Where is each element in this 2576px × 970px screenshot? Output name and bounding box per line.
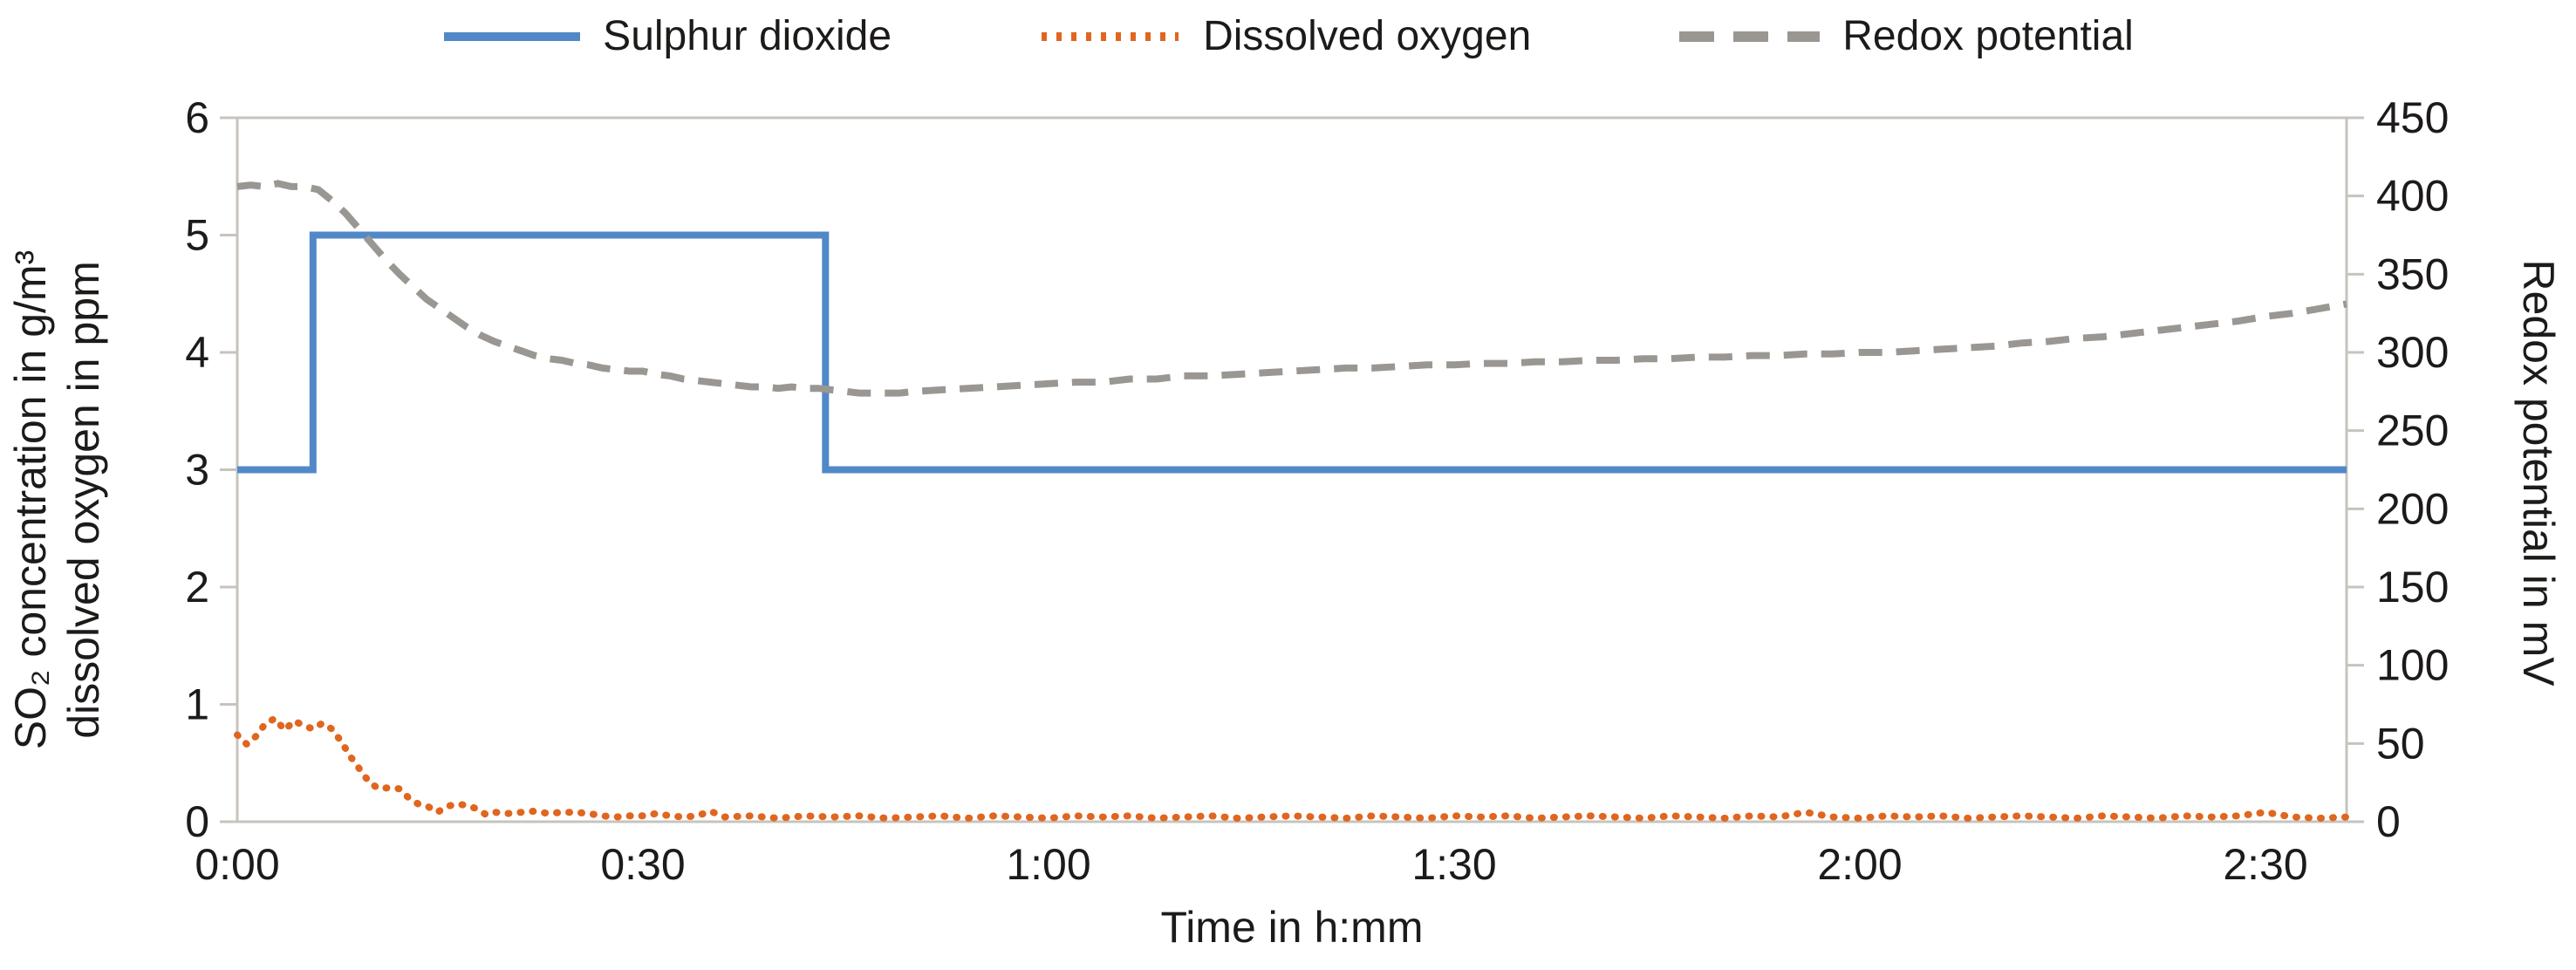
svg-text:1: 1 [185,680,209,729]
svg-text:100: 100 [2376,641,2449,690]
svg-text:0: 0 [2376,797,2401,846]
svg-text:0:00: 0:00 [195,840,279,889]
legend-label: Dissolved oxygen [1203,13,1532,59]
svg-text:6: 6 [185,93,209,142]
legend-item-sulphur-dioxide: Sulphur dioxide [442,16,892,58]
svg-text:0: 0 [185,797,209,846]
svg-text:1:30: 1:30 [1411,840,1496,889]
svg-text:5: 5 [185,211,209,260]
svg-text:1:00: 1:00 [1006,840,1090,889]
svg-text:2: 2 [185,563,209,611]
legend-label: Redox potential [1842,13,2134,59]
svg-text:300: 300 [2376,328,2449,377]
legend-label: Sulphur dioxide [603,13,892,59]
svg-text:0:30: 0:30 [600,840,685,889]
left-axis-title: SO₂ concentration in g/m³ dissolved oxyg… [4,46,109,953]
legend-item-redox-potential: Redox potential [1677,16,2134,58]
svg-text:2:30: 2:30 [2223,840,2307,889]
svg-text:250: 250 [2376,406,2449,455]
svg-text:450: 450 [2376,93,2449,142]
x-axis-title: Time in h:mm [1160,903,1424,952]
left-axis-title-line1: SO₂ concentration in g/m³ [6,249,55,750]
svg-text:200: 200 [2376,484,2449,533]
svg-text:400: 400 [2376,172,2449,221]
svg-text:4: 4 [185,328,209,377]
legend-item-dissolved-oxygen: Dissolved oxygen [1038,16,1531,58]
legend: Sulphur dioxide Dissolved oxygen Redox p… [0,5,2576,68]
svg-text:150: 150 [2376,563,2449,611]
left-axis-title-line2: dissolved oxygen in ppm [59,261,108,739]
sulphur-dioxide-line-swatch [444,32,581,41]
svg-text:50: 50 [2376,719,2425,768]
svg-text:3: 3 [185,446,209,495]
svg-text:2:00: 2:00 [1817,840,1902,889]
right-axis-title: Redox potential in mV [2514,259,2563,687]
svg-text:350: 350 [2376,249,2449,298]
redox-potential-line-swatch [1679,31,1821,42]
